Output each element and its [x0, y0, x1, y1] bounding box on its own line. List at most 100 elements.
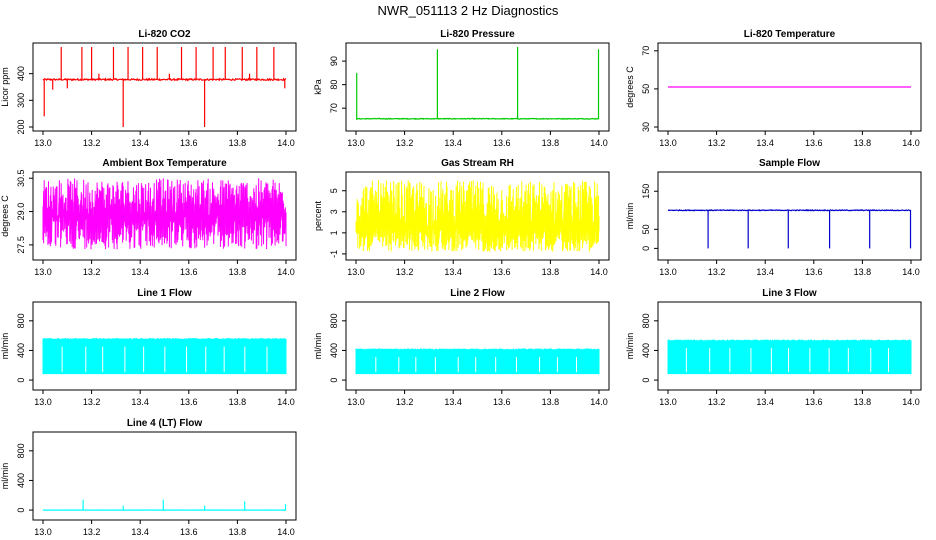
- x-tick-label: 14.0: [902, 138, 920, 148]
- y-tick-label: 400: [16, 343, 26, 358]
- y-tick-label: 70: [329, 103, 339, 113]
- x-tick-label: 14.0: [277, 138, 295, 148]
- y-tick-label: 800: [16, 313, 26, 328]
- y-tick-label: 0: [641, 378, 651, 383]
- y-tick-label: 800: [329, 313, 339, 328]
- x-tick-label: 13.4: [444, 397, 462, 407]
- panel-line1-flow: Line 1 Flow ml/min 0 400 800 13.0 13.2 13.4 13.6…: [0, 288, 297, 407]
- x-tick-label: 13.2: [708, 138, 726, 148]
- y-tick-label: 300: [16, 93, 26, 108]
- x-tick-label: 13.8: [229, 138, 247, 148]
- series-line: [42, 178, 287, 250]
- x-tick-label: 13.4: [756, 397, 774, 407]
- plot-frame: [32, 301, 297, 391]
- x-tick-label: 13.4: [756, 138, 774, 148]
- y-axis-label: ml/min: [625, 203, 635, 230]
- x-tick-label: 13.8: [229, 527, 247, 537]
- y-tick-label: 400: [641, 343, 651, 358]
- y-tick-label: 0: [16, 508, 26, 513]
- y-axis-label: ml/min: [625, 333, 635, 360]
- panel-ambient-temp: Ambient Box Temperature degrees C 27.5 29.0…: [0, 158, 297, 277]
- y-tick-label: 0: [329, 378, 339, 383]
- x-tick-label: 13.2: [396, 397, 414, 407]
- x-tick-label: 14.0: [902, 267, 920, 277]
- x-tick-label: 13.2: [83, 397, 101, 407]
- panel-pressure: Li-820 Pressure kPa 70 80 90 13.0 13.2 13.4 13.6…: [313, 29, 610, 148]
- x-tick-label: 13.6: [180, 267, 198, 277]
- x-tick-label: 13.8: [854, 138, 872, 148]
- y-axis-label: percent: [313, 200, 323, 231]
- panel-title: Line 3 Flow: [762, 288, 817, 299]
- x-tick-label: 13.4: [444, 267, 462, 277]
- plot-frame: [345, 171, 610, 261]
- y-tick-label: 400: [16, 473, 26, 488]
- y-tick-label: 800: [16, 443, 26, 458]
- x-tick-label: 13.6: [180, 527, 198, 537]
- panel-line4-flow: Line 4 (LT) Flow ml/min 0 400 800 13.0 13.2 13.…: [0, 418, 297, 537]
- series-line: [667, 208, 912, 212]
- panel-title: Line 1 Flow: [137, 288, 192, 299]
- plot-frame: [32, 431, 297, 521]
- y-tick-label: 150: [641, 184, 651, 199]
- y-axis-label: ml/min: [0, 463, 10, 490]
- series-line: [667, 339, 912, 375]
- panel-title: Line 2 Flow: [450, 288, 505, 299]
- plot-frame: [657, 171, 922, 261]
- x-tick-label: 14.0: [590, 397, 608, 407]
- x-tick-label: 13.0: [659, 397, 677, 407]
- x-tick-label: 13.6: [493, 267, 511, 277]
- plot-frame: [32, 42, 297, 132]
- panel-licor-temp: Li-820 Temperature degrees C 30 50 70 13.0 13.…: [625, 29, 922, 148]
- panel-title: Gas Stream RH: [441, 158, 514, 169]
- x-tick-label: 13.8: [229, 267, 247, 277]
- y-tick-label: 400: [16, 66, 26, 81]
- x-tick-label: 13.2: [396, 138, 414, 148]
- panel-gas-rh: Gas Stream RH percent -1 1 3 5 13.0 13.2 13.4 13.…: [313, 158, 610, 277]
- y-tick-label: 0: [16, 378, 26, 383]
- y-tick-label: 27.5: [16, 236, 26, 254]
- panel-title: Li-820 Temperature: [744, 29, 836, 40]
- x-tick-label: 13.6: [493, 138, 511, 148]
- plot-frame: [657, 42, 922, 132]
- y-tick-label: 50: [641, 84, 651, 94]
- x-tick-label: 14.0: [277, 397, 295, 407]
- x-tick-label: 13.4: [131, 267, 149, 277]
- y-tick-label: 29.0: [16, 203, 26, 221]
- y-tick-label: 30.5: [16, 169, 26, 187]
- y-axis-label: ml/min: [313, 333, 323, 360]
- y-tick-label: 70: [641, 46, 651, 56]
- x-tick-label: 13.2: [708, 397, 726, 407]
- figure-title: NWR_051113 2 Hz Diagnostics: [377, 3, 559, 18]
- x-tick-label: 13.4: [131, 527, 149, 537]
- x-tick-label: 13.8: [854, 267, 872, 277]
- panel-line3-flow: Line 3 Flow ml/min 0 400 800 13.0 13.2 13.4 13.6…: [625, 288, 922, 407]
- x-tick-label: 13.4: [131, 397, 149, 407]
- y-axis-label: Licor ppm: [0, 67, 10, 107]
- y-axis-label: kPa: [313, 79, 323, 95]
- x-tick-label: 13.0: [659, 138, 677, 148]
- x-tick-label: 13.4: [131, 138, 149, 148]
- y-tick-label: 1: [329, 230, 339, 235]
- series-line: [355, 348, 600, 375]
- plot-frame: [345, 42, 610, 132]
- x-tick-label: 13.6: [805, 397, 823, 407]
- x-tick-label: 13.0: [659, 267, 677, 277]
- y-tick-label: -1: [329, 250, 339, 258]
- y-axis-label: degrees C: [625, 66, 635, 108]
- y-axis-label: degrees C: [0, 195, 10, 237]
- panel-title: Sample Flow: [759, 158, 820, 169]
- y-tick-label: 90: [329, 56, 339, 66]
- x-tick-label: 13.8: [854, 397, 872, 407]
- x-tick-label: 13.6: [493, 397, 511, 407]
- panel-title: Ambient Box Temperature: [102, 158, 227, 169]
- y-tick-label: 80: [329, 80, 339, 90]
- panel-title: Li-820 CO2: [138, 29, 191, 40]
- y-tick-label: 5: [329, 188, 339, 193]
- panel-co2: Li-820 CO2 Licor ppm 200 300 400 13.0 13.2 13.4…: [0, 29, 297, 148]
- x-tick-label: 14.0: [277, 527, 295, 537]
- panel-title: Line 4 (LT) Flow: [127, 418, 203, 429]
- x-tick-label: 13.2: [83, 527, 101, 537]
- x-tick-label: 14.0: [277, 267, 295, 277]
- x-tick-label: 13.0: [34, 138, 52, 148]
- x-tick-label: 13.6: [180, 138, 198, 148]
